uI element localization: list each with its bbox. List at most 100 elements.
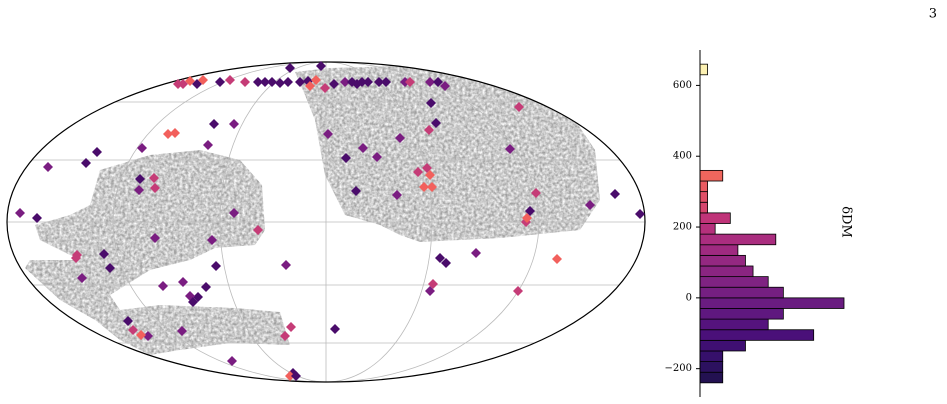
point	[105, 263, 115, 273]
survey-footprint	[25, 66, 600, 355]
point	[203, 140, 213, 150]
point	[585, 200, 595, 210]
point	[99, 249, 109, 259]
y-tick-label: −200	[665, 363, 692, 374]
point	[81, 158, 91, 168]
point	[340, 77, 350, 87]
point	[513, 286, 523, 296]
point	[505, 144, 515, 154]
bar	[699, 339, 746, 352]
point	[426, 98, 436, 108]
bar	[699, 180, 708, 193]
point	[173, 79, 183, 89]
point	[413, 167, 423, 177]
point	[363, 77, 373, 87]
point	[323, 129, 333, 139]
point	[433, 77, 443, 87]
y-axis-label: δDM	[839, 206, 854, 238]
point	[229, 208, 239, 218]
bar	[699, 361, 724, 373]
point	[275, 78, 285, 88]
point	[514, 102, 524, 112]
bar	[699, 191, 708, 203]
bar	[699, 201, 708, 214]
point	[240, 77, 250, 87]
point	[424, 125, 434, 135]
point	[177, 326, 187, 336]
point	[329, 79, 339, 89]
point	[419, 182, 429, 192]
point	[286, 322, 296, 332]
marks: −200 0 200 400 600	[15, 61, 845, 384]
point	[123, 316, 133, 326]
point	[372, 152, 382, 162]
bar	[699, 212, 731, 224]
bar	[699, 329, 815, 341]
bar	[699, 276, 769, 288]
y-tick-label: 600	[673, 80, 692, 91]
point	[295, 77, 305, 87]
point	[253, 77, 263, 87]
point	[71, 253, 81, 263]
point	[440, 81, 450, 91]
point	[178, 277, 188, 287]
point	[163, 129, 173, 139]
point	[610, 189, 620, 199]
point	[357, 77, 367, 87]
point	[316, 61, 326, 71]
point	[283, 77, 293, 87]
bar	[699, 63, 708, 76]
point	[260, 77, 270, 87]
point	[471, 248, 481, 258]
point	[215, 77, 225, 87]
map-border	[6, 61, 646, 383]
point	[227, 356, 237, 366]
point	[198, 75, 208, 85]
point	[425, 286, 435, 296]
point	[134, 185, 144, 195]
point	[341, 153, 351, 163]
point	[330, 324, 340, 334]
bar	[699, 308, 784, 320]
page-number: 3	[929, 7, 937, 22]
point	[381, 77, 391, 87]
point	[207, 235, 217, 245]
bar	[699, 318, 769, 331]
point	[285, 63, 295, 73]
bar	[699, 233, 777, 246]
point	[43, 162, 53, 172]
point	[209, 119, 219, 129]
bar	[699, 254, 746, 267]
bar	[699, 265, 754, 278]
point	[188, 297, 198, 307]
point	[170, 128, 180, 138]
bar	[699, 350, 724, 362]
bar	[699, 286, 784, 299]
point	[229, 119, 239, 129]
point	[435, 253, 445, 263]
point	[267, 77, 277, 87]
point	[150, 233, 160, 243]
y-tick-label: 400	[673, 151, 692, 162]
point	[291, 371, 301, 381]
point	[358, 143, 368, 153]
point	[143, 331, 153, 341]
point	[522, 213, 532, 223]
point	[431, 118, 441, 128]
bar	[699, 297, 845, 309]
bar	[699, 169, 724, 182]
point	[135, 174, 145, 184]
point	[158, 281, 168, 291]
point	[281, 260, 291, 270]
point	[320, 83, 330, 93]
point	[392, 190, 402, 200]
point	[253, 225, 263, 235]
point	[201, 282, 211, 292]
point	[77, 273, 87, 283]
point	[32, 213, 42, 223]
point	[374, 77, 384, 87]
point	[305, 81, 315, 91]
bar	[699, 244, 739, 256]
point	[92, 147, 102, 157]
point	[395, 133, 405, 143]
